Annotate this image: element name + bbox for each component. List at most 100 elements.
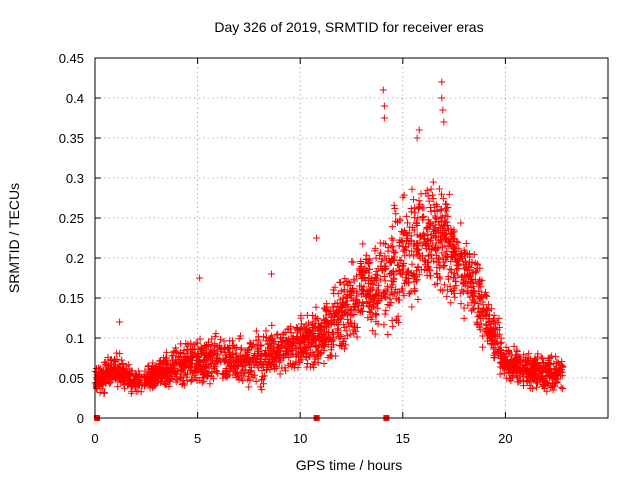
data-point — [433, 280, 441, 288]
data-point — [205, 353, 213, 361]
data-point — [244, 375, 252, 383]
data-point — [520, 351, 528, 359]
data-point — [386, 302, 394, 310]
data-point — [313, 344, 321, 352]
data-point — [477, 314, 485, 322]
data-point — [117, 378, 125, 386]
data-point — [378, 266, 386, 274]
data-point — [244, 353, 252, 361]
data-point — [221, 349, 229, 357]
data-point — [303, 311, 311, 319]
data-point — [331, 300, 339, 308]
data-point — [339, 301, 347, 309]
data-point — [506, 375, 514, 383]
data-point — [218, 369, 226, 377]
data-point — [140, 372, 148, 380]
data-point — [457, 253, 465, 261]
data-point — [445, 238, 453, 246]
data-point — [289, 332, 297, 340]
data-point — [229, 364, 237, 372]
data-point — [219, 355, 227, 363]
data-point — [217, 336, 225, 344]
data-point-outlier — [438, 94, 446, 102]
data-point — [438, 249, 446, 257]
data-point — [382, 294, 390, 302]
data-point — [444, 242, 452, 250]
data-point — [302, 334, 310, 342]
data-point — [417, 266, 425, 274]
data-point — [487, 339, 495, 347]
data-point — [551, 379, 559, 387]
data-point — [178, 380, 186, 388]
data-point — [267, 345, 275, 353]
data-point — [108, 364, 116, 372]
data-point — [520, 365, 528, 373]
data-point — [299, 335, 307, 343]
data-point — [247, 343, 255, 351]
data-point — [338, 300, 346, 308]
data-point — [467, 278, 475, 286]
data-point — [410, 204, 418, 212]
data-point — [500, 352, 508, 360]
data-point — [554, 375, 562, 383]
data-point — [487, 320, 495, 328]
grid-lines — [95, 58, 608, 418]
data-point — [457, 219, 465, 227]
data-point — [557, 383, 565, 391]
data-point — [547, 384, 555, 392]
data-point — [190, 341, 198, 349]
data-point — [235, 376, 243, 384]
data-point — [402, 229, 410, 237]
data-point-outlier — [379, 86, 387, 94]
data-point — [250, 359, 258, 367]
data-point — [161, 374, 169, 382]
data-point — [424, 230, 432, 238]
data-point — [374, 298, 382, 306]
data-point — [537, 364, 545, 372]
data-point — [115, 365, 123, 373]
data-point — [460, 261, 468, 269]
data-point — [294, 337, 302, 345]
data-point — [496, 370, 504, 378]
data-point — [434, 244, 442, 252]
data-point — [444, 213, 452, 221]
data-point — [213, 368, 221, 376]
data-point — [110, 361, 118, 369]
data-point — [394, 296, 402, 304]
data-point — [509, 369, 517, 377]
data-point — [127, 367, 135, 375]
data-point — [397, 256, 405, 264]
data-point — [443, 293, 451, 301]
data-point — [444, 275, 452, 283]
data-point — [262, 337, 270, 345]
y-tick-label: 0.1 — [66, 331, 84, 346]
data-point — [388, 316, 396, 324]
data-point — [382, 240, 390, 248]
data-point — [325, 321, 333, 329]
data-point — [331, 283, 339, 291]
data-point — [282, 342, 290, 350]
data-point — [187, 348, 195, 356]
data-point — [425, 197, 433, 205]
data-point — [441, 233, 449, 241]
data-point — [359, 274, 367, 282]
data-point — [269, 350, 277, 358]
data-point — [384, 285, 392, 293]
x-tick-label: 0 — [91, 431, 98, 446]
data-point — [472, 269, 480, 277]
data-point — [370, 295, 378, 303]
data-point — [476, 294, 484, 302]
data-point — [107, 356, 115, 364]
data-point — [423, 271, 431, 279]
data-point — [424, 263, 432, 271]
data-point — [443, 200, 451, 208]
data-point — [360, 267, 368, 275]
data-point — [284, 361, 292, 369]
data-point — [190, 368, 198, 376]
data-point — [312, 353, 320, 361]
data-point-outlier — [313, 234, 321, 242]
data-point-outlier — [413, 134, 421, 142]
data-point — [330, 303, 338, 311]
data-point — [125, 377, 133, 385]
data-point — [195, 363, 203, 371]
